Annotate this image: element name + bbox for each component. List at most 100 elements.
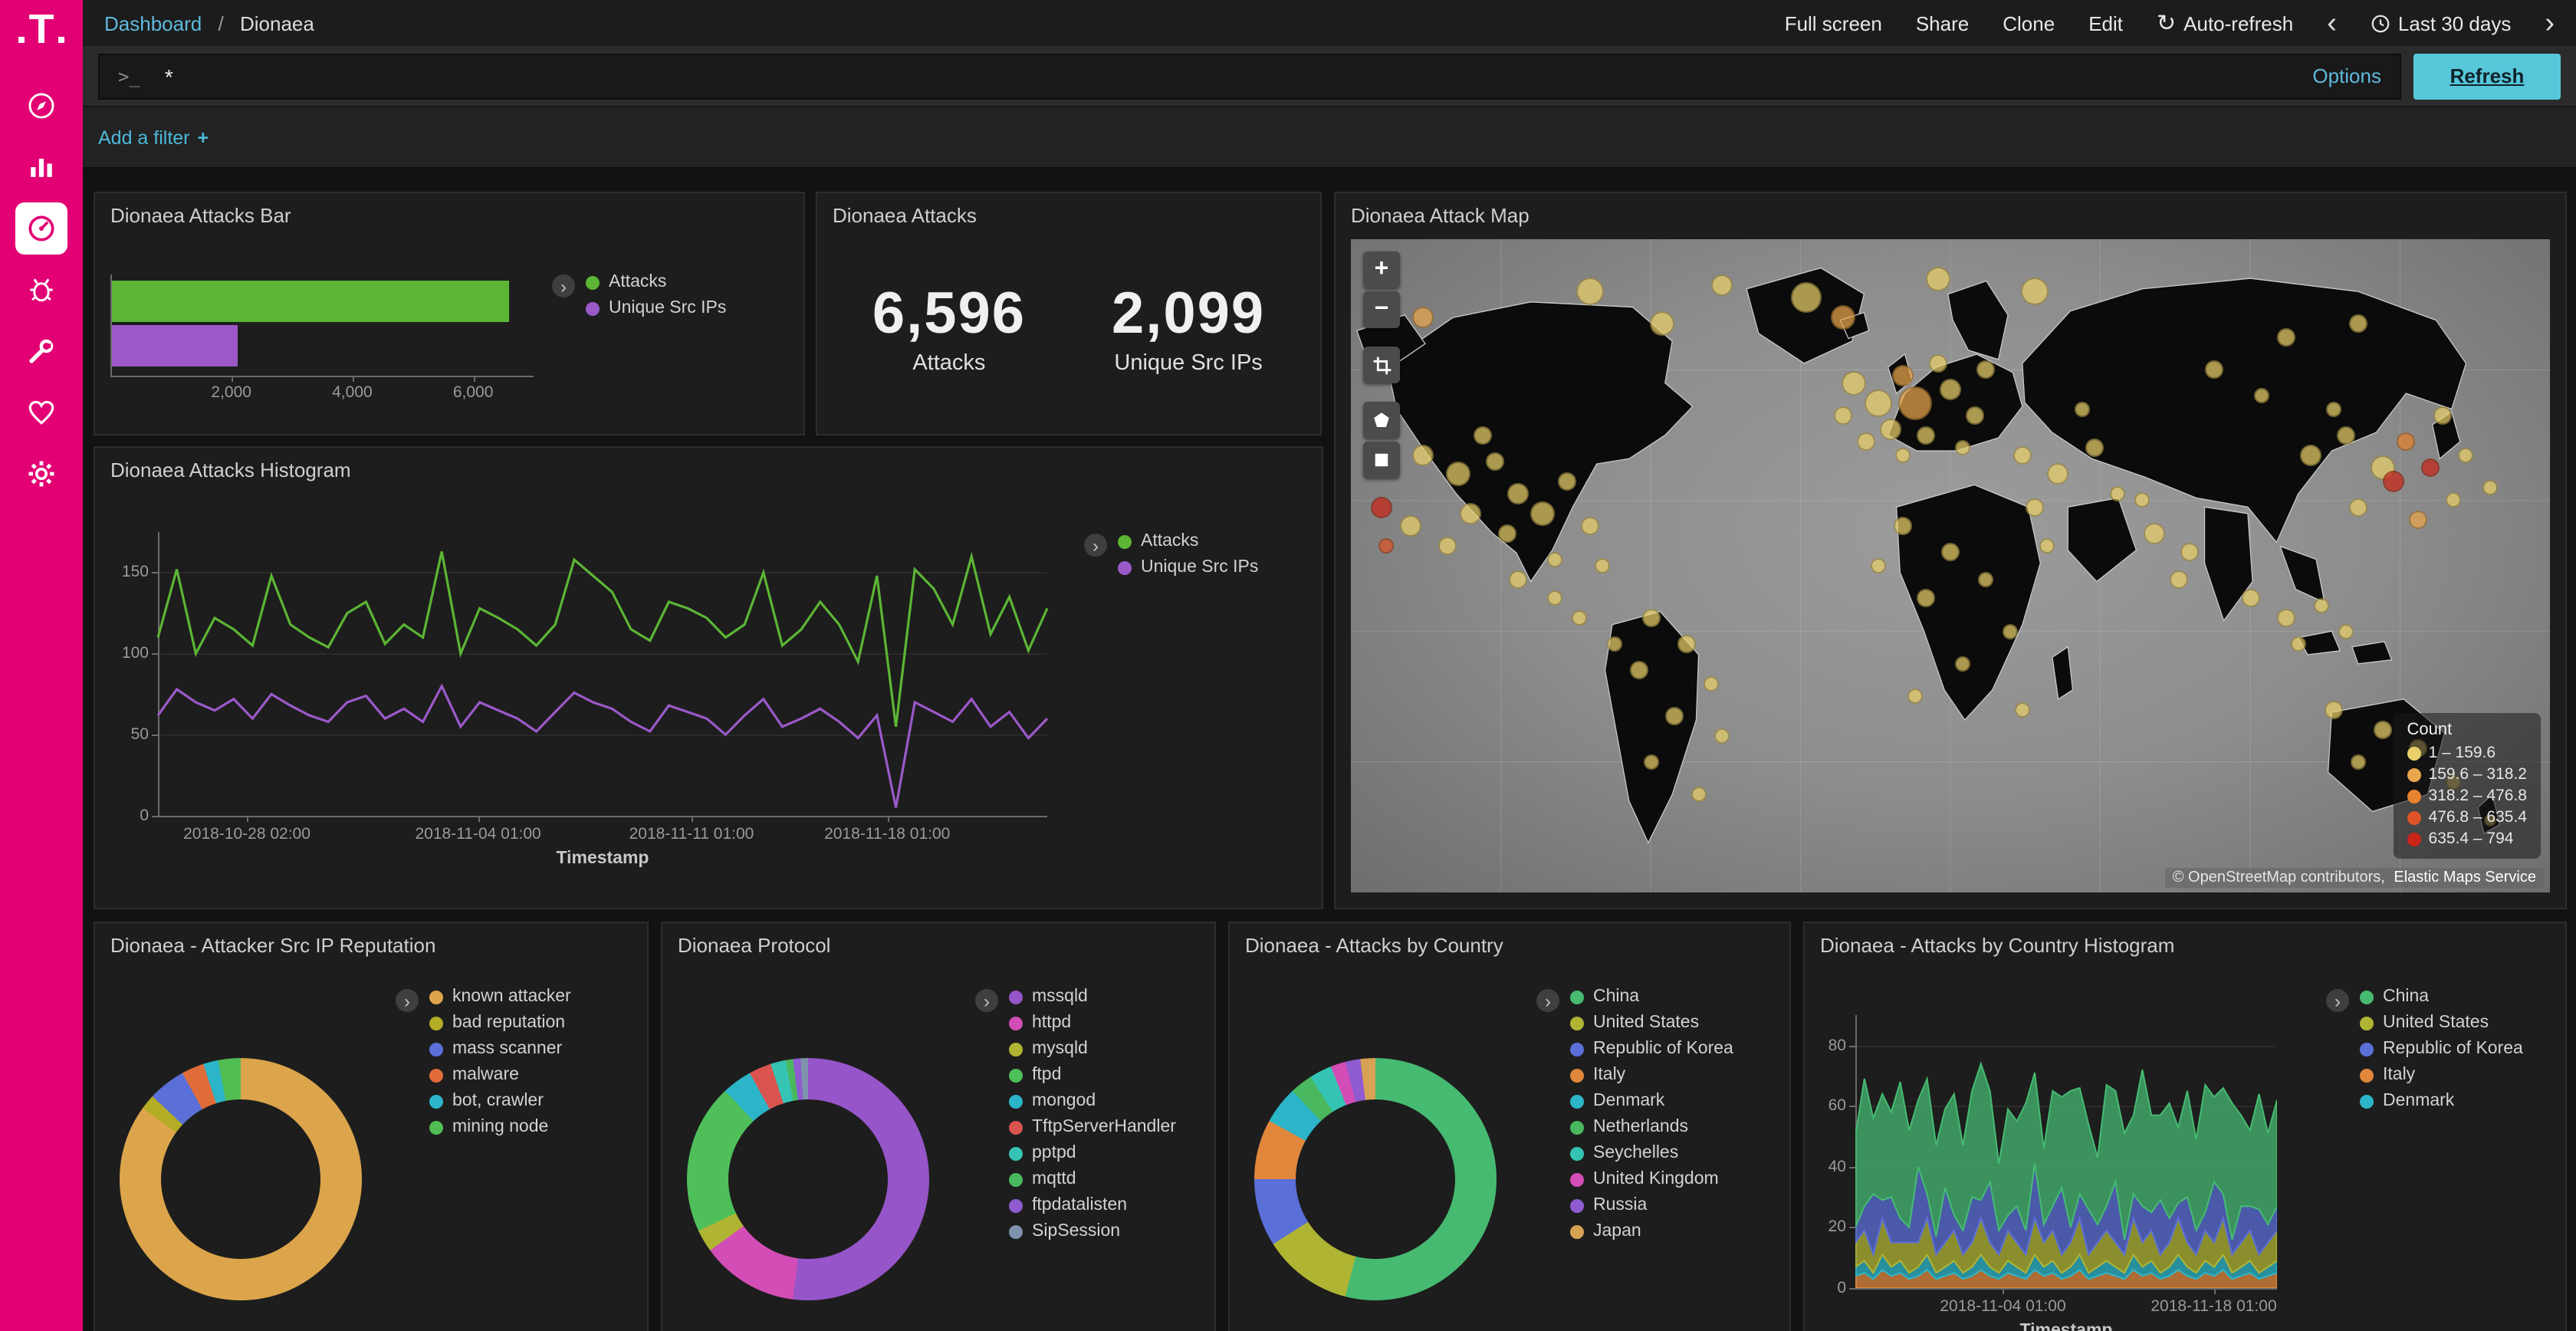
- attack-location-dot[interactable]: [2039, 538, 2055, 554]
- attack-location-dot[interactable]: [2169, 570, 2188, 589]
- attack-location-dot[interactable]: [1965, 406, 1984, 426]
- legend-item[interactable]: Denmark: [2360, 1092, 2523, 1110]
- attack-location-dot[interactable]: [2134, 492, 2150, 508]
- attack-location-dot[interactable]: [1650, 311, 1675, 337]
- attack-location-dot[interactable]: [2458, 447, 2474, 463]
- sidebar-item-management[interactable]: [0, 443, 83, 504]
- attack-location-dot[interactable]: [2143, 522, 2165, 544]
- legend-item[interactable]: Japan: [1570, 1222, 1733, 1241]
- legend-toggle-icon[interactable]: ›: [2326, 989, 2349, 1012]
- attack-location-dot[interactable]: [2110, 486, 2126, 502]
- attack-location-dot[interactable]: [1954, 656, 1970, 672]
- attack-location-dot[interactable]: [2350, 754, 2366, 770]
- attack-location-dot[interactable]: [2276, 327, 2295, 347]
- attack-location-dot[interactable]: [1507, 483, 1530, 505]
- legend-item[interactable]: China: [2360, 988, 2523, 1006]
- attack-location-dot[interactable]: [1557, 472, 1576, 491]
- attack-location-dot[interactable]: [1576, 278, 1605, 306]
- attack-location-dot[interactable]: [1926, 266, 1951, 291]
- legend-item[interactable]: United Kingdom: [1570, 1170, 1733, 1188]
- attack-location-dot[interactable]: [1691, 787, 1707, 803]
- sidebar-item-discover[interactable]: [0, 75, 83, 136]
- attack-location-dot[interactable]: [1830, 305, 1855, 330]
- edit-button[interactable]: Edit: [2088, 12, 2123, 35]
- zoom-in-button[interactable]: +: [1363, 251, 1400, 288]
- query-input[interactable]: >_ * Options: [98, 53, 2401, 99]
- attack-location-dot[interactable]: [1571, 610, 1587, 626]
- attack-location-dot[interactable]: [1893, 517, 1912, 536]
- legend-item[interactable]: bad reputation: [429, 1014, 571, 1032]
- legend-item[interactable]: mssqld: [1009, 988, 1176, 1006]
- attack-location-dot[interactable]: [2383, 470, 2405, 492]
- attack-location-dot[interactable]: [1641, 609, 1660, 628]
- telekom-logo[interactable]: T: [18, 8, 65, 51]
- attack-location-dot[interactable]: [1703, 675, 1719, 692]
- draw-rect-button[interactable]: [1363, 442, 1400, 478]
- bar-attacks[interactable]: [110, 281, 510, 322]
- attack-location-dot[interactable]: [1530, 501, 1556, 526]
- attack-location-dot[interactable]: [1460, 502, 1482, 524]
- auto-refresh-button[interactable]: ↻ Auto-refresh: [2157, 12, 2293, 35]
- attack-location-dot[interactable]: [1940, 378, 1961, 400]
- attack-location-dot[interactable]: [1917, 589, 1936, 608]
- query-options-link[interactable]: Options: [2312, 64, 2381, 87]
- bar-unique-src-ips[interactable]: [110, 325, 238, 366]
- attack-location-dot[interactable]: [2025, 498, 2044, 517]
- attack-location-dot[interactable]: [1976, 360, 1996, 380]
- sidebar-item-dev-tools[interactable]: [0, 320, 83, 382]
- attack-location-dot[interactable]: [1546, 590, 1562, 606]
- attack-location-dot[interactable]: [2433, 406, 2452, 426]
- attack-location-dot[interactable]: [1446, 462, 1471, 487]
- osm-attribution-link[interactable]: © OpenStreetMap contributors,: [2172, 869, 2385, 886]
- attack-location-dot[interactable]: [2325, 700, 2344, 719]
- attack-location-dot[interactable]: [1400, 515, 1422, 537]
- clone-button[interactable]: Clone: [2003, 12, 2055, 35]
- attack-location-dot[interactable]: [1791, 282, 1822, 314]
- attack-location-dot[interactable]: [1595, 558, 1611, 573]
- legend-item[interactable]: ftpdatalisten: [1009, 1196, 1176, 1214]
- time-step-forward-button[interactable]: ›: [2545, 8, 2555, 38]
- attack-location-dot[interactable]: [1411, 444, 1434, 466]
- legend-item[interactable]: Italy: [2360, 1066, 2523, 1084]
- attack-location-dot[interactable]: [1677, 635, 1696, 654]
- attack-location-dot[interactable]: [2408, 511, 2427, 530]
- attack-location-dot[interactable]: [2003, 623, 2019, 639]
- country-donut-chart[interactable]: [1254, 1058, 1497, 1300]
- legend-toggle-icon[interactable]: ›: [1084, 534, 1107, 557]
- attack-location-dot[interactable]: [1907, 689, 1923, 705]
- attack-location-dot[interactable]: [1665, 706, 1684, 725]
- sidebar-item-monitoring[interactable]: [0, 382, 83, 443]
- legend-item[interactable]: mqttd: [1009, 1170, 1176, 1188]
- attack-location-dot[interactable]: [1546, 551, 1562, 567]
- attack-location-dot[interactable]: [2326, 401, 2342, 417]
- attack-location-dot[interactable]: [2047, 463, 2069, 485]
- attack-location-dot[interactable]: [1411, 307, 1434, 329]
- attack-location-dot[interactable]: [2205, 360, 2224, 380]
- sidebar-item-apm[interactable]: [0, 259, 83, 320]
- attack-location-dot[interactable]: [1891, 365, 1914, 387]
- attack-location-dot[interactable]: [1871, 558, 1887, 573]
- legend-item[interactable]: Seychelles: [1570, 1144, 1733, 1162]
- legend-item[interactable]: pptpd: [1009, 1144, 1176, 1162]
- legend-item[interactable]: malware: [429, 1066, 571, 1084]
- attack-location-dot[interactable]: [2314, 597, 2330, 613]
- legend-item[interactable]: Attacks: [1118, 532, 1258, 550]
- attack-location-dot[interactable]: [1370, 496, 1392, 518]
- attack-location-dot[interactable]: [1842, 370, 1867, 396]
- legend-item[interactable]: Italy: [1570, 1066, 1733, 1084]
- attack-location-dot[interactable]: [2290, 636, 2306, 652]
- legend-item[interactable]: Republic of Korea: [1570, 1040, 1733, 1058]
- zoom-out-button[interactable]: −: [1363, 291, 1400, 328]
- attack-location-dot[interactable]: [1865, 389, 1893, 416]
- attack-location-dot[interactable]: [2337, 426, 2356, 445]
- attack-location-dot[interactable]: [1954, 440, 1970, 456]
- attack-location-dot[interactable]: [1898, 386, 1932, 419]
- time-step-back-button[interactable]: ‹: [2327, 8, 2337, 38]
- legend-item[interactable]: Unique Src IPs: [586, 299, 726, 317]
- attack-location-dot[interactable]: [2338, 623, 2354, 639]
- legend-item[interactable]: Unique Src IPs: [1118, 558, 1258, 577]
- attack-location-dot[interactable]: [2085, 439, 2104, 458]
- legend-item[interactable]: mongod: [1009, 1092, 1176, 1110]
- attack-location-dot[interactable]: [1438, 537, 1457, 556]
- attack-location-dot[interactable]: [2373, 720, 2392, 738]
